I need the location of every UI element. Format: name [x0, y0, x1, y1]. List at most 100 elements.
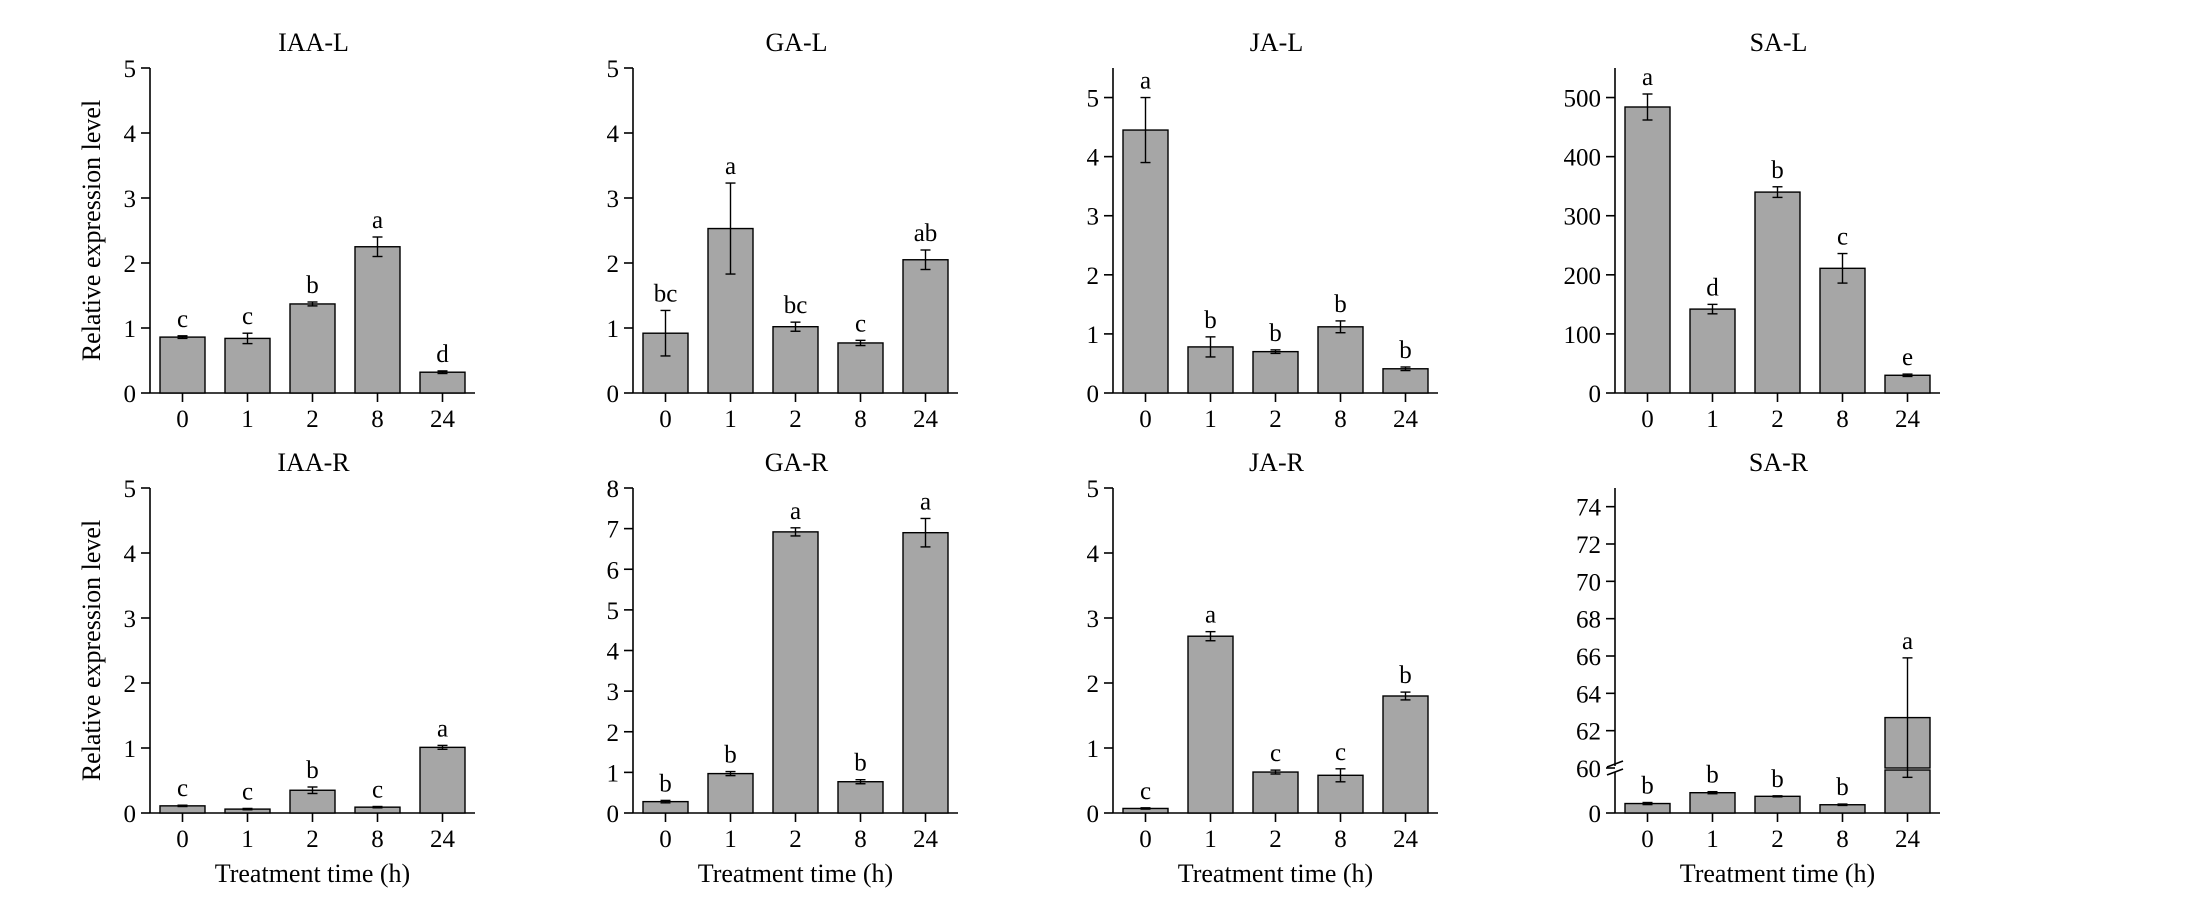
x-tick-label: 1: [1706, 406, 1719, 433]
y-tick-label: 60: [1576, 756, 1601, 783]
bar: [1754, 795, 1801, 814]
significance-letter: b: [1334, 291, 1347, 318]
significance-letter: a: [437, 715, 448, 742]
y-tick-label: 2: [1087, 671, 1100, 698]
y-tick-label: 5: [1087, 86, 1100, 113]
x-tick-label: 24: [913, 826, 939, 853]
significance-letter: a: [1642, 64, 1653, 91]
x-tick-label: 1: [1204, 406, 1217, 433]
x-axis-label: Treatment time (h): [1178, 859, 1373, 888]
x-tick-label: 1: [1706, 826, 1719, 853]
x-tick-label: 8: [1334, 826, 1347, 853]
x-tick-label: 8: [371, 826, 384, 853]
y-tick-label: 0: [607, 801, 620, 828]
x-tick-label: 2: [789, 826, 802, 853]
x-tick-label: 2: [1771, 406, 1784, 433]
y-tick-label: 3: [1087, 204, 1100, 231]
x-tick-label: 24: [1895, 826, 1921, 853]
significance-letter: a: [725, 153, 736, 180]
significance-letter: a: [920, 488, 931, 515]
bar: [902, 259, 949, 394]
y-tick-label: 74: [1576, 495, 1602, 522]
y-tick-label: 68: [1576, 607, 1601, 634]
bar: [419, 746, 466, 814]
y-tick-label: 3: [124, 606, 137, 633]
significance-letter: c: [1270, 740, 1281, 767]
significance-letter: d: [436, 341, 449, 368]
y-tick-label: 1: [607, 316, 620, 343]
bar: [1884, 374, 1931, 394]
x-axis-label: Treatment time (h): [1680, 859, 1875, 888]
bar: [902, 531, 949, 814]
y-tick-label: 7: [607, 517, 620, 544]
x-tick-label: 0: [1139, 826, 1152, 853]
bar: [1122, 129, 1169, 394]
x-tick-label: 2: [1269, 406, 1282, 433]
x-tick-label: 0: [176, 826, 189, 853]
significance-letter: c: [372, 777, 383, 804]
y-tick-label: 4: [1087, 145, 1100, 172]
bar: [837, 342, 884, 394]
y-tick-label: 1: [607, 760, 620, 787]
x-tick-label: 2: [306, 406, 319, 433]
significance-letter: a: [1205, 602, 1216, 629]
significance-letter: c: [242, 778, 253, 805]
y-tick-label: 4: [124, 541, 137, 568]
bar: [224, 337, 271, 394]
significance-letter: b: [1641, 773, 1654, 800]
y-tick-label: 4: [607, 121, 620, 148]
y-tick-label: 5: [124, 56, 137, 83]
significance-letter: ab: [914, 220, 938, 247]
bar: [1252, 350, 1299, 394]
y-tick-label: 200: [1564, 263, 1602, 290]
bar: [837, 781, 884, 814]
x-tick-label: 1: [241, 826, 254, 853]
y-tick-label: 2: [1087, 263, 1100, 290]
y-tick-label: 5: [607, 598, 620, 625]
significance-letter: a: [1902, 628, 1913, 655]
chart-title: GA-R: [765, 448, 829, 477]
x-tick-label: 8: [1334, 406, 1347, 433]
significance-letter: b: [659, 770, 672, 797]
y-tick-label: 2: [124, 671, 137, 698]
x-tick-label: 1: [724, 406, 737, 433]
chart-title: IAA-L: [278, 28, 349, 57]
bar: [1754, 191, 1801, 394]
y-tick-label: 400: [1564, 145, 1602, 172]
significance-letter: b: [1771, 766, 1784, 793]
x-tick-label: 8: [854, 406, 867, 433]
y-tick-label: 4: [124, 121, 137, 148]
x-tick-label: 0: [1641, 826, 1654, 853]
y-tick-label: 72: [1576, 532, 1601, 559]
x-tick-label: 0: [176, 406, 189, 433]
y-tick-label: 4: [607, 639, 620, 666]
x-tick-label: 2: [1269, 826, 1282, 853]
significance-letter: b: [1836, 774, 1849, 801]
x-tick-label: 1: [724, 826, 737, 853]
significance-letter: b: [1204, 307, 1217, 334]
x-tick-label: 0: [659, 406, 672, 433]
bar: [1689, 792, 1736, 814]
significance-letter: b: [306, 757, 319, 784]
x-tick-label: 24: [1393, 406, 1419, 433]
x-tick-label: 24: [430, 406, 456, 433]
y-tick-label: 500: [1564, 86, 1602, 113]
significance-letter: bc: [784, 292, 808, 319]
y-tick-label: 1: [1087, 736, 1100, 763]
y-axis-label: Relative expression level: [77, 100, 106, 361]
y-tick-label: 0: [124, 381, 137, 408]
y-tick-label: 2: [607, 251, 620, 278]
x-tick-label: 1: [1204, 826, 1217, 853]
y-tick-label: 8: [607, 476, 620, 503]
y-tick-label: 0: [607, 381, 620, 408]
y-tick-label: 66: [1576, 644, 1601, 671]
y-tick-label: 0: [124, 801, 137, 828]
significance-letter: b: [306, 272, 319, 299]
y-tick-label: 0: [1589, 801, 1602, 828]
x-tick-label: 8: [1836, 406, 1849, 433]
y-tick-label: 100: [1564, 322, 1602, 349]
y-tick-label: 3: [124, 186, 137, 213]
significance-letter: a: [1140, 68, 1151, 95]
chart-title: JA-L: [1250, 28, 1303, 57]
